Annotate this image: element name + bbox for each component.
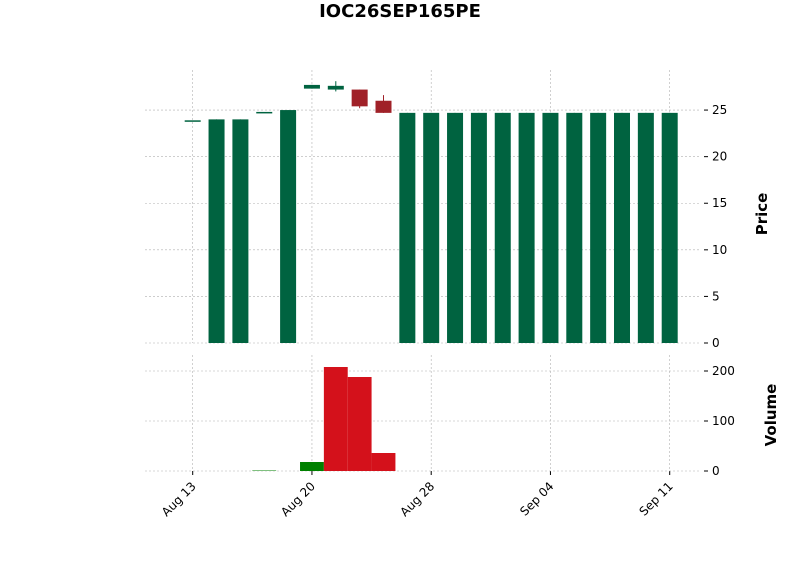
price-axis-label: Price bbox=[753, 193, 771, 236]
y-tick-label: 25 bbox=[712, 103, 727, 117]
candle-body bbox=[637, 112, 654, 343]
volume-bar bbox=[347, 377, 372, 471]
candle-body bbox=[470, 112, 487, 343]
candle-body bbox=[256, 111, 273, 114]
y-tick-label: 0 bbox=[712, 336, 720, 350]
candle-body bbox=[590, 112, 607, 343]
volume-bar bbox=[371, 453, 396, 471]
y-tick-label: 0 bbox=[712, 464, 720, 478]
candle-body bbox=[518, 112, 535, 343]
candle-body bbox=[399, 112, 416, 343]
candle-body bbox=[184, 120, 201, 122]
y-tick-label: 5 bbox=[712, 289, 720, 303]
candle-body bbox=[614, 112, 630, 343]
candle-body bbox=[661, 112, 678, 343]
x-tick-label: Aug 20 bbox=[278, 479, 318, 519]
volume-bar bbox=[252, 470, 277, 471]
candle-body bbox=[542, 112, 559, 343]
candle-body bbox=[566, 112, 583, 343]
candle-body bbox=[232, 119, 249, 343]
y-tick-label: 20 bbox=[712, 150, 727, 164]
candle-body bbox=[303, 84, 320, 89]
candle-body bbox=[423, 112, 440, 343]
candle-body bbox=[208, 119, 225, 343]
candle-body bbox=[280, 110, 297, 343]
volume-bar bbox=[323, 367, 348, 471]
x-tick-label: Aug 13 bbox=[159, 479, 199, 519]
y-tick-label: 200 bbox=[712, 364, 735, 378]
y-tick-label: 15 bbox=[712, 196, 727, 210]
volume-bar bbox=[300, 462, 324, 471]
volume-axis-label: Volume bbox=[762, 384, 780, 447]
candle-body bbox=[375, 100, 392, 113]
candle-body bbox=[447, 112, 464, 343]
y-tick-label: 100 bbox=[712, 414, 735, 428]
candle-body bbox=[327, 85, 344, 90]
candle-body bbox=[351, 89, 368, 107]
y-tick-label: 10 bbox=[712, 243, 727, 257]
x-tick-label: Aug 28 bbox=[397, 479, 437, 519]
candle-body bbox=[494, 112, 511, 343]
x-tick-label: Sep 04 bbox=[517, 479, 556, 518]
chart-title: IOC26SEP165PE bbox=[319, 1, 481, 22]
x-tick-label: Sep 11 bbox=[636, 479, 675, 518]
